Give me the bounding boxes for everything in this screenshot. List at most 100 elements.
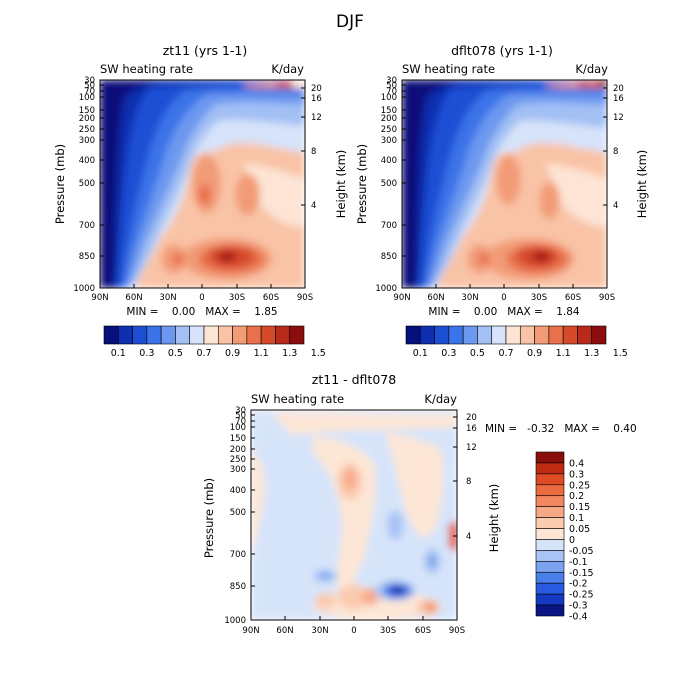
colorbar-swatch [535, 517, 565, 529]
panel-units: K/day [575, 62, 608, 76]
colorbar-label: -0.4 [569, 612, 588, 623]
colorbar-label: 1.1 [556, 348, 571, 359]
y2-tick-label: 8 [311, 147, 316, 157]
y2-tick-label: 20 [311, 84, 322, 94]
heatmap-plot [251, 410, 457, 620]
min-max-stats: MIN = 0.00 MAX = 1.84 [428, 306, 580, 318]
colorbar-label: 0.05 [569, 524, 590, 535]
colorbar-swatch [419, 325, 435, 345]
colorbar-label: 0.1 [111, 348, 126, 359]
colorbar-swatch [217, 325, 233, 345]
x-tick-label: 60S [565, 293, 581, 303]
x-tick-label: 90S [449, 626, 465, 636]
y-tick-label: 30 [84, 76, 95, 86]
y-tick-label: 300 [381, 136, 397, 146]
y2-tick-label: 16 [466, 424, 477, 434]
colorbar-label: -0.25 [569, 590, 594, 601]
panel-subtitle-left: SW heating rate [402, 62, 495, 76]
colorbar-swatch [535, 561, 565, 573]
y-tick-label: 200 [381, 114, 397, 124]
x-tick-label: 60N [125, 293, 142, 303]
colorbar-swatch [160, 325, 176, 345]
colorbar-swatch [535, 539, 565, 551]
colorbar-swatch [548, 325, 564, 345]
y2-tick-label: 20 [613, 84, 624, 94]
y-tick-label: 70 [235, 417, 246, 427]
min-max-stats: MIN = 0.00 MAX = 1.85 [126, 306, 277, 318]
x-tick-label: 90N [393, 293, 410, 303]
y-tick-label: 250 [381, 125, 397, 135]
colorbar-swatch [289, 325, 305, 345]
colorbar-swatch [246, 325, 262, 345]
y-tick-label: 100 [230, 423, 246, 433]
y2-tick-label: 12 [613, 113, 624, 123]
colorbar-swatch [535, 451, 565, 464]
panel-dflt078: dflt078 (yrs 1-1) SW heating rate K/day [355, 43, 649, 359]
y-axis-height: 20 16 12 8 4 [453, 413, 477, 542]
colorbar-label: 0.3 [139, 348, 154, 359]
x-tick-label: 30S [531, 293, 547, 303]
x-tick-label: 0 [501, 293, 506, 303]
colorbar-swatch [132, 325, 148, 345]
colorbar-swatch [535, 604, 565, 617]
y-tick-label: 700 [79, 221, 95, 231]
y-tick-label: 50 [235, 411, 246, 421]
x-tick-label: 30N [159, 293, 176, 303]
heatmap-plot [100, 80, 305, 288]
y-tick-label: 100 [381, 93, 397, 103]
colorbar-swatch [591, 325, 607, 345]
colorbar-swatch [491, 325, 507, 345]
colorbar-label: 1.3 [584, 348, 599, 359]
y-tick-label: 250 [230, 455, 246, 465]
colorbar-swatch [175, 325, 191, 345]
panel-title: zt11 - dflt078 [312, 372, 396, 387]
colorbar: 0.40.30.250.20.150.10.050-0.05-0.1-0.15-… [535, 451, 594, 623]
y-tick-label: 850 [381, 252, 397, 262]
y-tick-label: 1000 [73, 284, 95, 294]
x-axis: 90N 60N 30N 0 30S 60S 90S [393, 284, 615, 303]
y-axis-label: Pressure (mb) [53, 144, 67, 224]
colorbar-label: 0.25 [569, 480, 590, 491]
colorbar-swatch [577, 325, 593, 345]
y2-tick-label: 16 [613, 94, 624, 104]
colorbar-label: 1.5 [311, 348, 326, 359]
colorbar-swatch [434, 325, 450, 345]
panel-title: zt11 (yrs 1-1) [163, 43, 248, 58]
colorbar-swatch [535, 550, 565, 562]
colorbar-swatch [405, 325, 421, 345]
colorbar-swatch [275, 325, 291, 345]
panel-units: K/day [271, 62, 304, 76]
colorbar-label: 0.7 [498, 348, 513, 359]
colorbar-label: 0.2 [569, 491, 584, 502]
colorbar-swatch [146, 325, 162, 345]
colorbar-swatch [535, 528, 565, 540]
colorbar-label: 0.3 [441, 348, 456, 359]
y2-tick-label: 8 [613, 147, 618, 157]
y-axis-height: 20 16 12 8 4 [603, 84, 624, 211]
colorbar-label: 1.1 [254, 348, 269, 359]
page-title: DJF [336, 12, 364, 32]
colorbar-label: -0.15 [569, 568, 594, 579]
colorbar-label: 0.5 [470, 348, 485, 359]
panel-subtitle-left: SW heating rate [100, 62, 193, 76]
colorbar-swatch [562, 325, 578, 345]
x-tick-label: 60N [276, 626, 293, 636]
y-tick-label: 850 [230, 582, 246, 592]
y2-axis-label: Height (km) [635, 150, 649, 219]
x-tick-label: 90S [297, 293, 313, 303]
colorbar-swatch [505, 325, 521, 345]
y-tick-label: 200 [79, 114, 95, 124]
x-tick-label: 30S [380, 626, 396, 636]
colorbar-label: 1.5 [613, 348, 628, 359]
panel-zt11: zt11 (yrs 1-1) SW heating rate K/day [53, 43, 348, 359]
colorbar-label: 0 [569, 535, 575, 546]
colorbar-label: 0.4 [569, 458, 584, 469]
colorbar-label: -0.3 [569, 601, 588, 612]
y-axis-pressure: 30 50 70 100 150 200 250 300 400 500 700… [375, 76, 406, 294]
y-tick-label: 150 [230, 434, 246, 444]
y2-tick-label: 20 [466, 413, 477, 423]
y-tick-label: 300 [230, 465, 246, 475]
y2-tick-label: 16 [311, 94, 322, 104]
y-tick-label: 500 [79, 179, 95, 189]
